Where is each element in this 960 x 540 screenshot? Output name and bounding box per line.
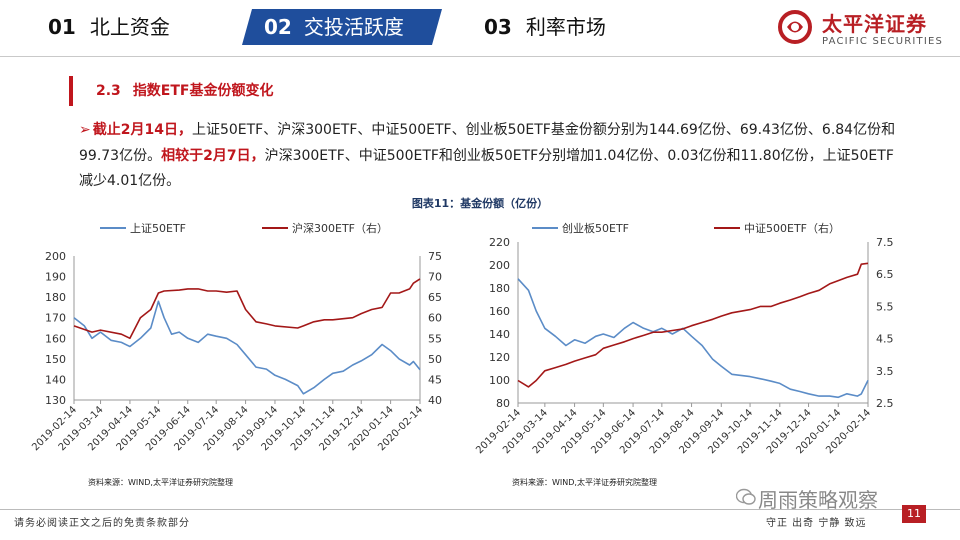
watermark-text: 周雨策略观察	[758, 488, 878, 512]
highlight-date-1: 截止2月14日，	[92, 122, 192, 138]
bullet-arrow-icon: ➢	[79, 122, 91, 138]
series-line	[517, 278, 869, 399]
y-left-tick-label: 180	[45, 291, 66, 304]
logo-text-cn: 太平洋证券	[822, 12, 927, 36]
section-title: 2.3 指数ETF基金份额变化	[96, 80, 274, 100]
y-left-tick-label: 140	[45, 373, 66, 386]
y-right-tick-label: 60	[428, 312, 442, 325]
legend-label: 上证50ETF	[130, 222, 186, 235]
header-divider	[0, 56, 960, 57]
nav-item-number: 01	[48, 15, 76, 39]
section-marker	[69, 76, 73, 106]
y-right-tick-label: 6.5	[876, 268, 894, 281]
summary-paragraph: ➢ 截止2月14日，上证50ETF、沪深300ETF、中证500ETF、创业板50…	[79, 118, 899, 195]
y-right-tick-label: 2.5	[876, 397, 894, 410]
y-left-tick-label: 120	[489, 351, 510, 364]
y-right-tick-label: 55	[428, 332, 442, 345]
y-left-tick-label: 180	[489, 282, 510, 295]
chart-cyb50-zz500: 80 100 120 140 160 180 200 220 2.5 3.5 4.5 5.5 6.5 7.…	[474, 221, 894, 456]
footer-motto: 守正 出奇 宁静 致远	[766, 518, 867, 529]
y-left-tick-label: 190	[45, 271, 66, 284]
y-left-tick-label: 80	[496, 397, 510, 410]
source-note-left: 资料来源：WIND,太平洋证券研究院整理	[88, 478, 233, 487]
y-right-tick-label: 3.5	[876, 365, 894, 378]
y-right-tick-label: 50	[428, 353, 442, 366]
y-right-tick-label: 7.5	[876, 236, 894, 249]
y-left-tick-label: 200	[489, 259, 510, 272]
footer-divider	[0, 509, 960, 510]
y-left-tick-label: 130	[45, 394, 66, 407]
y-left-tick-label: 160	[45, 332, 66, 345]
legend-label: 创业板50ETF	[562, 221, 629, 235]
legend-label: 沪深300ETF（右）	[292, 221, 388, 235]
nav-item-activity-active[interactable]: 02 交投活跃度	[242, 9, 442, 45]
paragraph-text-1: 上证50ETF、沪深300ETF、中证500ETF、创业板50ETF基金份额分别…	[79, 122, 896, 164]
y-left-tick-label: 100	[489, 374, 510, 387]
chart-sz50-hs300: 130 140 150 160 170 180 190 200 40 45 50 55 60 65 70 75…	[30, 221, 442, 453]
company-logo: 太平洋证券 PACIFIC SECURITIES	[778, 8, 954, 50]
page-number: 11	[902, 505, 926, 523]
wechat-icon	[736, 488, 756, 505]
footer-disclaimer: 请务必阅读正文之后的免责条款部分	[14, 518, 190, 529]
y-left-tick-label: 160	[489, 305, 510, 318]
nav-item-label: 利率市场	[525, 15, 606, 39]
section-number: 2.3	[96, 83, 121, 99]
nav-item-rates[interactable]: 03 利率市场	[484, 10, 606, 44]
nav-item-number: 03	[484, 15, 512, 39]
y-left-tick-label: 170	[45, 312, 66, 325]
y-left-tick-label: 140	[489, 328, 510, 341]
y-left-tick-label: 200	[45, 250, 66, 263]
y-right-tick-label: 70	[428, 271, 442, 284]
highlight-date-2: 相较于2月7日，	[161, 147, 265, 164]
source-note-right: 资料来源：WIND,太平洋证券研究院整理	[512, 478, 657, 487]
paragraph-text-2: 沪深300ETF、中证500ETF和创业板50ETF分别增加1.04亿份、0.0…	[79, 147, 894, 190]
nav-item-label: 交投活跃度	[303, 15, 404, 39]
y-right-tick-label: 4.5	[876, 333, 894, 346]
y-right-tick-label: 40	[428, 394, 442, 407]
y-right-tick-label: 5.5	[876, 300, 894, 313]
y-left-tick-label: 220	[489, 236, 510, 249]
y-right-tick-label: 75	[428, 250, 442, 263]
series-line	[73, 278, 421, 340]
figure-title: 图表11：基金份额（亿份）	[411, 197, 549, 210]
nav-item-label: 北上资金	[89, 15, 170, 39]
y-right-tick-label: 65	[428, 291, 442, 304]
legend-label: 中证500ETF（右）	[744, 221, 840, 235]
y-left-tick-label: 150	[45, 353, 66, 366]
top-navigation: 01 北上资金 02 交投活跃度 03 利率市场 太平洋证券 PACIFIC SECU…	[0, 0, 960, 54]
logo-text-en: PACIFIC SECURITIES	[822, 36, 944, 47]
section-title-text: 指数ETF基金份额变化	[132, 83, 274, 99]
series-line	[517, 262, 869, 388]
series-line	[73, 300, 421, 395]
nav-item-number: 02	[264, 15, 292, 39]
nav-item-northbound[interactable]: 01 北上资金	[48, 10, 170, 44]
logo-mark-icon	[778, 10, 812, 44]
active-tab-background	[242, 9, 442, 45]
y-right-tick-label: 45	[428, 373, 442, 386]
